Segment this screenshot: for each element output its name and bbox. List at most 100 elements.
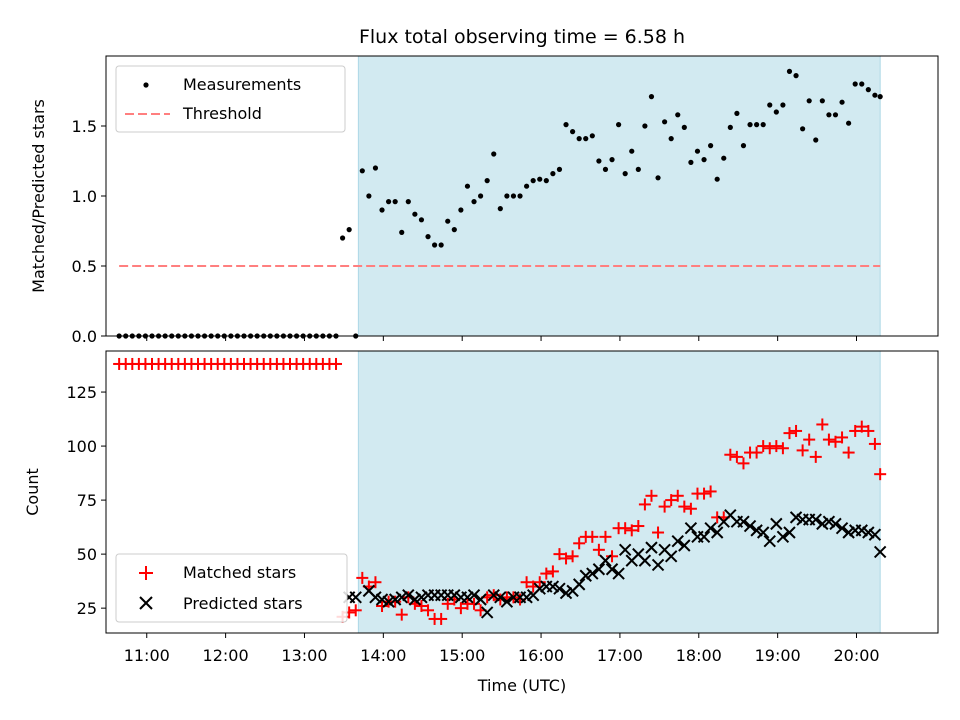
matched-star-point: [573, 537, 586, 550]
predicted-star-mark-b: [618, 543, 632, 557]
measurement-point: [635, 166, 641, 172]
measurement-point: [648, 94, 655, 100]
matched-star-point: [822, 433, 835, 446]
matched-star-point: [803, 433, 816, 446]
matched-star-point: [671, 489, 684, 502]
predicted-star-point: [704, 521, 717, 535]
predicted-star-mark-b: [868, 528, 882, 541]
predicted-star-point: [783, 526, 796, 539]
matched-star-point: [730, 450, 743, 463]
matched-star-point: [665, 494, 678, 507]
predicted-star-mark-b: [599, 554, 612, 567]
bottom-y-tick-label: 25: [77, 599, 97, 618]
top-y-axis-label: Matched/Predicted stars: [29, 99, 48, 293]
predicted-star-mark-b: [763, 534, 776, 548]
measurement-point: [530, 178, 536, 184]
measurement-point: [826, 112, 832, 118]
matched-star-point: [441, 597, 454, 610]
matched-star-point: [632, 520, 645, 533]
measurement-point: [780, 102, 786, 108]
matched-star-point: [553, 548, 566, 561]
bottom-y-tick-label: 50: [77, 545, 97, 564]
predicted-star-mark-b: [500, 595, 514, 608]
predicted-star-mark-b: [829, 517, 842, 531]
predicted-star-point: [684, 521, 698, 535]
predicted-star-point: [494, 591, 507, 604]
top-panel: 0.0 0.5 1.0 1.5 Matched/Predicted stars Mea…: [29, 55, 939, 346]
predicted-star-mark-b: [835, 521, 849, 535]
matched-star-point: [874, 468, 887, 481]
legend-measurement-marker: [143, 82, 149, 88]
measurement-point: [800, 126, 806, 132]
matched-star-point: [645, 489, 658, 502]
predicted-star-mark-b: [651, 558, 665, 572]
bottom-y-tick-label: 100: [66, 437, 97, 456]
top-y-tick-label: 1.5: [72, 117, 97, 136]
measurement-point: [609, 157, 615, 163]
bottom-plot-frame: [105, 350, 939, 634]
matched-star-point: [415, 599, 428, 612]
measurement-point: [339, 235, 346, 241]
matched-star-point: [606, 550, 619, 563]
predicted-star-point: [474, 593, 487, 606]
measurement-point: [445, 218, 451, 224]
x-tick-label: 20:00: [833, 646, 879, 665]
matched-star-point: [560, 552, 573, 565]
matched-star-point: [330, 357, 343, 370]
measurement-point: [622, 171, 628, 177]
predicted-star-mark-b: [776, 530, 790, 544]
legend-predicted-marker: [139, 596, 153, 610]
x-tick-label: 13:00: [281, 646, 327, 665]
predicted-star-mark-b: [855, 524, 868, 537]
matched-star-point: [829, 435, 842, 448]
predicted-star-point: [756, 526, 770, 539]
predicted-star-point: [776, 530, 790, 544]
measurement-point: [372, 165, 379, 171]
predicted-star-point: [612, 567, 625, 580]
matched-star-point: [796, 444, 809, 457]
predicted-star-mark-b: [402, 588, 415, 602]
measurement-point: [359, 168, 365, 174]
matched-star-point: [842, 446, 855, 459]
measurement-point: [458, 207, 464, 213]
predicted-star-point: [664, 550, 678, 563]
measurement-point: [556, 166, 563, 172]
x-tick-label: 12:00: [203, 646, 249, 665]
bottom-y-axis-label: Count: [23, 468, 42, 516]
measurement-point: [806, 98, 812, 104]
legend-measurements-label: Measurements: [183, 75, 301, 94]
measurement-point: [491, 151, 497, 157]
predicted-star-point: [743, 519, 757, 533]
matched-star-point: [599, 530, 612, 543]
predicted-star-mark-b: [873, 545, 887, 559]
x-tick-label: 19:00: [755, 646, 801, 665]
matched-star-point: [757, 440, 770, 453]
predicted-star-mark-b: [553, 582, 566, 595]
matched-star-point: [855, 420, 868, 433]
matched-star-point: [790, 424, 803, 437]
matched-star-point: [684, 502, 697, 515]
matched-star-point: [698, 487, 711, 500]
predicted-star-mark-b: [487, 588, 500, 602]
predicted-star-point: [835, 521, 849, 535]
matched-star-point: [422, 604, 435, 617]
matched-star-point: [533, 576, 546, 589]
measurement-point: [813, 137, 819, 143]
matched-star-point: [750, 446, 763, 459]
predicted-star-mark-b: [467, 588, 481, 602]
bottom-shaded-region: [357, 350, 881, 634]
measurement-point: [727, 124, 733, 130]
legend-threshold-label: Threshold: [182, 104, 262, 123]
predicted-star-mark-b: [612, 567, 625, 580]
matched-star-point: [454, 602, 467, 615]
matched-star-point: [868, 437, 881, 450]
measurement-point: [517, 193, 523, 199]
predicted-star-mark-b: [862, 526, 875, 539]
predicted-star-point: [586, 567, 599, 580]
matched-star-point: [836, 431, 849, 444]
measurement-point: [786, 68, 793, 74]
top-plot-frame: [105, 55, 939, 337]
measurement-point: [366, 193, 372, 199]
measurement-point: [819, 98, 825, 104]
predicted-star-point: [697, 530, 711, 544]
